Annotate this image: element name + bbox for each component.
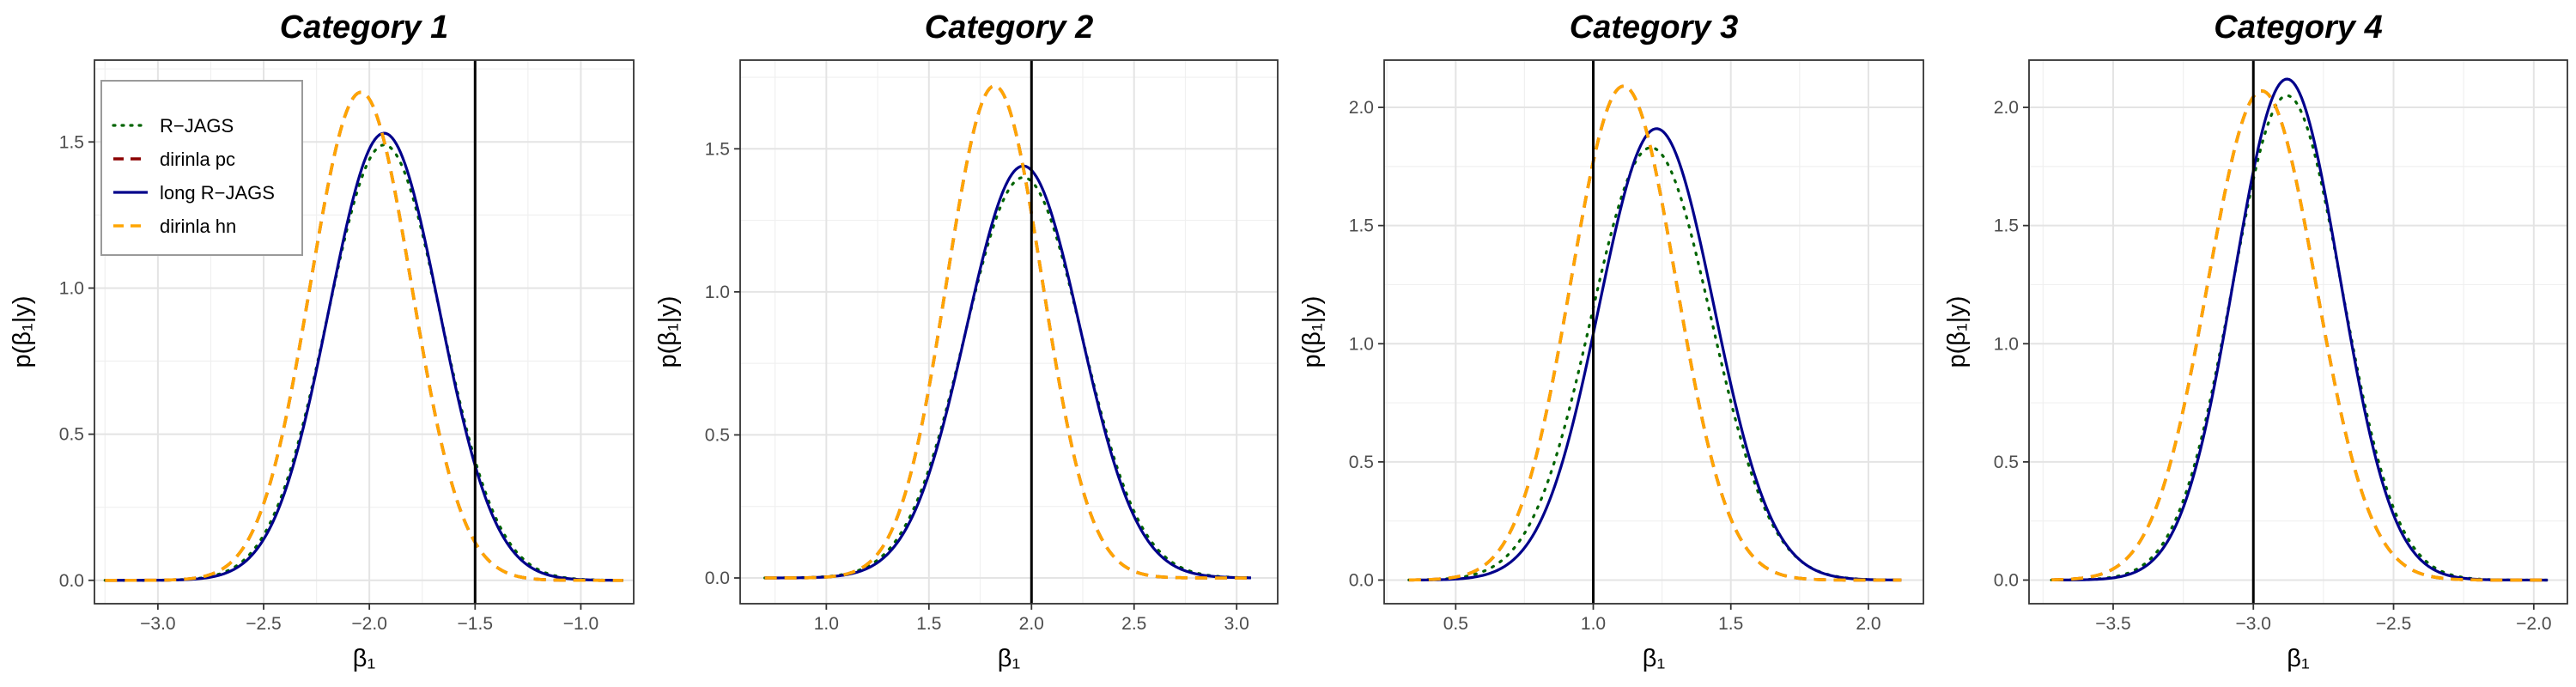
- density-line-dirinla-pc: [1408, 84, 1902, 582]
- x-tick-label: −2.0: [351, 614, 386, 634]
- legend-box: [100, 80, 303, 256]
- x-tick-label: 2.5: [1121, 614, 1146, 634]
- legend: R−JAGS dirinla pc long R−JAGS dirinla hn: [100, 80, 303, 256]
- curves: [103, 90, 625, 582]
- x-tick-label: 0.5: [1443, 614, 1468, 634]
- panel-border: [1383, 59, 1924, 605]
- x-tick-label: −1.0: [563, 614, 598, 634]
- density-line-r-jags: [763, 176, 1253, 580]
- x-tick-label: 2.0: [1856, 614, 1880, 634]
- y-axis-label: p(β₁|y): [1298, 296, 1326, 368]
- density-line-dirinla-pc: [2051, 89, 2549, 582]
- x-tick-label: −2.5: [246, 614, 281, 634]
- density-line-dirinla-hn: [2051, 89, 2549, 582]
- x-tick-label: −3.5: [2095, 614, 2130, 634]
- curves: [1407, 84, 1903, 582]
- x-tick-label: 1.5: [1718, 614, 1743, 634]
- density-line-dirinla-hn: [764, 84, 1251, 580]
- y-axis-label: p(β₁|y): [654, 296, 682, 368]
- y-tick-label: 0.0: [1349, 570, 1374, 590]
- x-tick-label: 1.5: [916, 614, 941, 634]
- y-tick-label: 1.5: [705, 139, 730, 159]
- panel-border: [94, 59, 635, 605]
- y-tick-label: 0.5: [1994, 453, 2019, 472]
- density-line-r-jags: [2050, 94, 2549, 582]
- panel-border: [739, 59, 1279, 605]
- y-tick-label: 1.0: [1994, 334, 2019, 354]
- y-tick-label: 1.0: [705, 283, 730, 302]
- y-tick-label: 1.5: [1349, 216, 1374, 236]
- y-tick-label: 0.0: [1994, 570, 2019, 590]
- x-axis-label: β₁: [353, 645, 376, 672]
- panel-title: Category 1: [280, 9, 448, 46]
- x-tick-label: 2.0: [1019, 614, 1044, 634]
- x-tick-label: −3.0: [2236, 614, 2271, 634]
- density-line-dirinla-hn: [105, 90, 623, 582]
- y-tick-label: 1.0: [1349, 334, 1374, 354]
- x-tick-label: −1.5: [458, 614, 493, 634]
- y-tick-label: 1.5: [1994, 216, 2019, 236]
- y-tick-label: 0.0: [705, 568, 730, 588]
- x-tick-label: 3.0: [1224, 614, 1249, 634]
- y-tick-label: 0.5: [59, 425, 84, 445]
- x-axis-label: β₁: [998, 645, 1021, 672]
- y-tick-label: 0.0: [59, 571, 84, 591]
- y-tick-label: 0.5: [705, 425, 730, 445]
- x-tick-label: −2.0: [2516, 614, 2551, 634]
- x-axis-label: β₁: [2287, 645, 2310, 672]
- y-tick-label: 1.0: [59, 278, 84, 298]
- density-line-long-r-jags: [764, 164, 1251, 580]
- panel-2: 1.0 1.5 2.0 2.5 3.0 0.0 0.5 1.0 1.5 Category 2 β₁ p…: [654, 9, 1279, 672]
- panel-title: Category 3: [1570, 9, 1738, 46]
- density-line-long-r-jags: [1408, 127, 1902, 582]
- panel-title: Category 2: [925, 9, 1093, 46]
- x-tick-label: −3.0: [140, 614, 175, 634]
- density-line-dirinla-hn: [1408, 84, 1902, 582]
- density-line-dirinla-pc: [764, 84, 1251, 580]
- curves: [2050, 77, 2549, 582]
- x-tick-label: −2.5: [2376, 614, 2411, 634]
- legend-label: dirinla hn: [160, 216, 236, 237]
- y-axis-label: p(β₁|y): [9, 296, 36, 368]
- y-tick-label: 2.0: [1994, 98, 2019, 118]
- panel-border: [2028, 59, 2568, 605]
- panel-4: −3.5 −3.0 −2.5 −2.0 0.0 0.5 1.0 1.5 2.0 Category …: [1943, 9, 2568, 672]
- density-line-r-jags: [1407, 146, 1903, 581]
- x-tick-label: 1.0: [814, 614, 839, 634]
- y-tick-label: 0.5: [1349, 453, 1374, 472]
- y-axis-label: p(β₁|y): [1943, 296, 1971, 368]
- curves: [763, 84, 1253, 580]
- y-tick-label: 1.5: [59, 132, 84, 152]
- legend-label: dirinla pc: [160, 149, 235, 170]
- panel-3: 0.5 1.0 1.5 2.0 0.0 0.5 1.0 1.5 2.0 Category 3 β₁ p…: [1298, 9, 1924, 672]
- legend-label: R−JAGS: [160, 115, 234, 137]
- panel-1: −3.0 −2.5 −2.0 −1.5 −1.0 0.0 0.5 1.0 1.5 Category…: [9, 9, 635, 672]
- y-tick-label: 2.0: [1349, 98, 1374, 118]
- density-line-long-r-jags: [2051, 77, 2549, 582]
- x-tick-label: 1.0: [1581, 614, 1606, 634]
- legend-label: long R−JAGS: [160, 182, 275, 204]
- panel-title: Category 4: [2214, 9, 2382, 46]
- x-axis-label: β₁: [1643, 645, 1666, 672]
